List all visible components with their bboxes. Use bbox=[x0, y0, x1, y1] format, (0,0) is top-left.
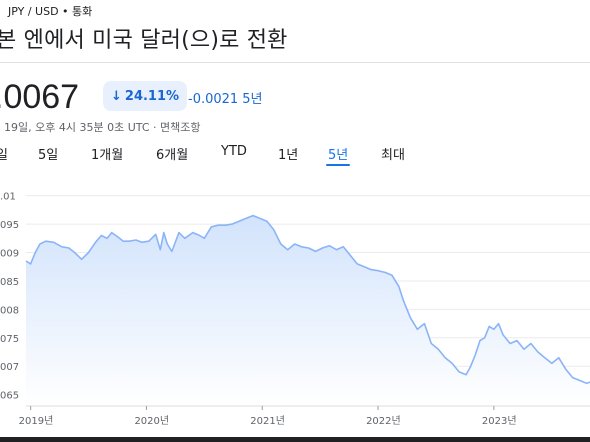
tab-1m[interactable]: 1개월 bbox=[91, 148, 124, 163]
page-title: 본 엔에서 미국 달러(으)로 전환 bbox=[0, 28, 288, 53]
tab-6m[interactable]: 6개월 bbox=[156, 148, 189, 163]
range-tabs: 일 5일 1개월 6개월 YTD 1년 5년 최대 bbox=[0, 144, 590, 168]
price-chart[interactable]: .01 095 009 085 008 075 007 065 2019년 2020년 2021년 2… bbox=[0, 170, 590, 436]
y-tick-label: 009 bbox=[0, 249, 19, 260]
x-tick-label: 2023년 bbox=[482, 415, 517, 427]
x-tick-label: 2020년 bbox=[134, 415, 169, 427]
y-tick-label: 075 bbox=[0, 334, 19, 345]
timestamp-disclaimer: 19일, 오후 4시 35분 0초 UTC · 면책조항 bbox=[4, 121, 201, 134]
breadcrumb[interactable]: JPY / USD • 통화 bbox=[8, 5, 93, 18]
divider bbox=[0, 62, 590, 63]
y-tick-label: 085 bbox=[0, 277, 19, 288]
y-tick-label: 007 bbox=[0, 362, 19, 373]
tab-max[interactable]: 최대 bbox=[381, 148, 405, 163]
tab-1d[interactable]: 일 bbox=[0, 148, 8, 163]
y-tick-label: 095 bbox=[0, 220, 19, 231]
bottom-edge-bar bbox=[0, 437, 590, 442]
percent-change-value: 24.11% bbox=[124, 88, 180, 104]
tab-5d[interactable]: 5일 bbox=[38, 148, 59, 163]
x-tick-label: 2022년 bbox=[366, 415, 401, 427]
percent-change-badge: ↓ 24.11% bbox=[103, 81, 188, 111]
absolute-change-value: -0.0021 bbox=[188, 92, 239, 107]
current-price: .0067 bbox=[0, 78, 80, 116]
x-tick-label: 2021년 bbox=[250, 415, 285, 427]
arrow-down-icon: ↓ bbox=[111, 88, 122, 104]
tab-ytd[interactable]: YTD bbox=[221, 144, 247, 159]
absolute-change: -0.0021 5년 bbox=[188, 88, 266, 107]
x-tick-label: 2019년 bbox=[19, 415, 54, 427]
price-series-line bbox=[25, 214, 590, 385]
y-tick-label: 008 bbox=[0, 305, 19, 316]
change-period: 5년 bbox=[242, 92, 263, 107]
tab-1y[interactable]: 1년 bbox=[278, 148, 299, 163]
price-area-fill bbox=[26, 215, 590, 406]
y-tick-label: 065 bbox=[0, 391, 19, 402]
y-tick-label: .01 bbox=[0, 192, 16, 203]
tab-5y[interactable]: 5년 bbox=[325, 144, 351, 166]
